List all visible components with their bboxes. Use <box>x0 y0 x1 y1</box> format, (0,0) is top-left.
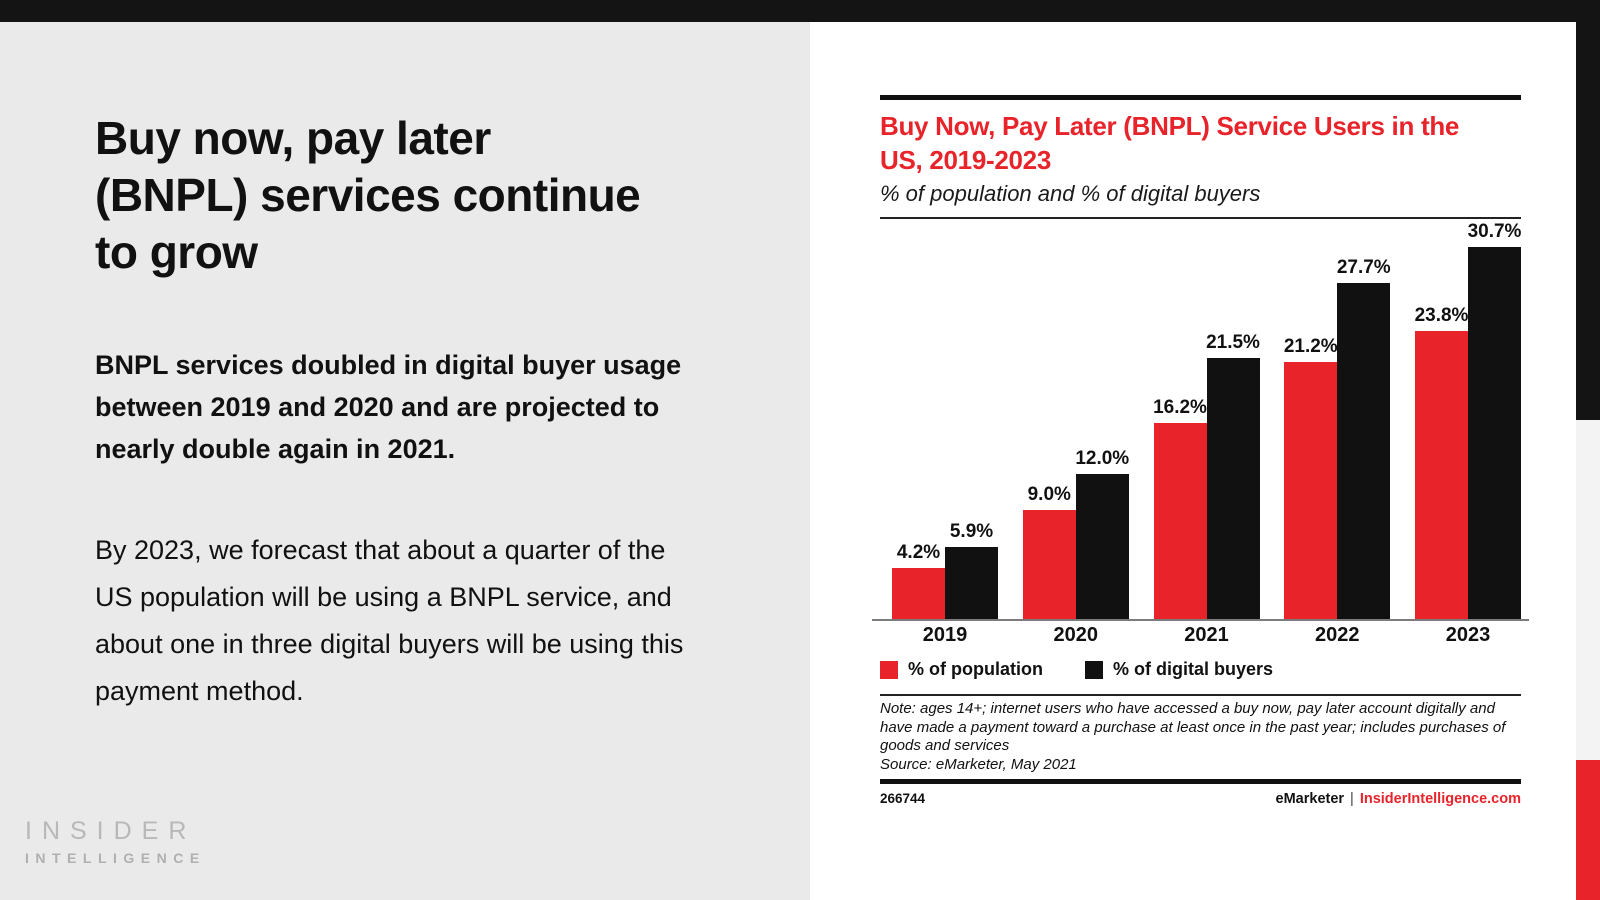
right-accent-strip <box>1576 22 1600 900</box>
legend-label: % of digital buyers <box>1112 659 1274 679</box>
strip-gray-segment <box>1576 420 1600 760</box>
chart-title-line-1: Buy Now, Pay Later (BNPL) Service Users … <box>880 111 1460 141</box>
chart-footer: 266744 eMarketer | InsiderIntelligence.com <box>880 791 1521 807</box>
bar-value-label: 27.7% <box>1336 257 1391 278</box>
bar-chart-plot: 4.2% 5.9% 9.0% 12.0% 16.2% 21.5% 21.2% 27.7% 23.… <box>880 219 1521 619</box>
chart-note: Note: ages 14+; internet users who have … <box>880 700 1506 754</box>
bar-2022: 21.2% <box>1284 336 1338 619</box>
slide-title-line-2: (BNPL) services continue <box>95 169 641 222</box>
slide-paragraph-bold: BNPL services doubled in digital buyer u… <box>95 350 682 464</box>
bar-value-label: 21.2% <box>1283 336 1338 357</box>
bar-2019: 4.2% <box>892 542 945 619</box>
bar-2020: 12.0% <box>1075 448 1129 619</box>
bar-group-2019: 4.2% 5.9% <box>892 521 998 619</box>
emarketer-chart: Buy Now, Pay Later (BNPL) Service Users … <box>872 22 1529 807</box>
bar-value-label: 30.7% <box>1467 221 1522 242</box>
left-text-panel: Buy now, pay later (BNPL) services conti… <box>0 22 810 900</box>
bar-2023: 23.8% <box>1415 305 1468 619</box>
bar-group-2021: 16.2% 21.5% <box>1153 332 1260 619</box>
legend-item: % of digital buyers <box>1084 659 1274 680</box>
legend-swatch <box>1084 660 1103 679</box>
x-tick-label: 2021 <box>1184 624 1229 646</box>
emarketer-wordmark: eMarketer <box>1275 791 1345 807</box>
chart-top-rule <box>880 95 1521 100</box>
bar-group-2022: 21.2% 27.7% <box>1284 257 1391 619</box>
x-tick-label: 2022 <box>1315 624 1360 646</box>
chart-legend: % of population % of digital buyers <box>880 659 1521 680</box>
bar-2021: 21.5% <box>1206 332 1260 619</box>
bar-value-label: 9.0% <box>1027 484 1071 505</box>
bar-value-label: 23.8% <box>1414 305 1469 326</box>
bar-2019: 5.9% <box>945 521 998 619</box>
bar-2021: 16.2% <box>1153 397 1207 619</box>
slide-title-line-3: to grow <box>95 226 258 279</box>
chart-header-divider <box>880 217 1521 219</box>
legend-label: % of population <box>908 659 1043 679</box>
bar-2022: 27.7% <box>1337 257 1391 619</box>
legend-item: % of population <box>880 659 1043 680</box>
x-axis-baseline <box>872 619 1529 621</box>
top-black-bar <box>0 0 1600 22</box>
footer-branding: eMarketer | InsiderIntelligence.com <box>1276 791 1521 807</box>
insider-intelligence-logo: INSIDER INTELLIGENCE <box>25 817 206 866</box>
chart-panel: Buy Now, Pay Later (BNPL) Service Users … <box>810 22 1576 900</box>
x-tick-label: 2023 <box>1445 624 1491 646</box>
chart-subtitle: % of population and % of digital buyers <box>880 181 1261 206</box>
legend-swatch <box>880 660 898 679</box>
bar-group-2023: 23.8% 30.7% <box>1415 221 1521 619</box>
chart-source: Source: eMarketer, May 2021 <box>880 755 1077 773</box>
bar-2023: 30.7% <box>1468 221 1521 619</box>
footer-separator: | <box>1350 791 1354 807</box>
slide-title-line-1: Buy now, pay later <box>95 112 491 164</box>
bar-value-label: 12.0% <box>1075 448 1130 469</box>
chart-bottom-rule <box>880 779 1521 784</box>
logo-line-intelligence: INTELLIGENCE <box>25 850 206 866</box>
insider-intelligence-link[interactable]: InsiderIntelligence.com <box>1359 791 1521 807</box>
bar-group-2020: 9.0% 12.0% <box>1022 448 1129 619</box>
bar-2020: 9.0% <box>1022 484 1076 619</box>
slide-title: Buy now, pay later (BNPL) services conti… <box>95 110 755 281</box>
note-divider <box>880 694 1521 696</box>
x-axis-labels: 2019 2020 2021 2022 2023 <box>880 624 1521 647</box>
chart-title: Buy Now, Pay Later (BNPL) Service Users … <box>880 109 1521 177</box>
bar-value-label: 5.9% <box>949 521 994 542</box>
bar-value-label: 4.2% <box>896 542 941 563</box>
bar-value-label: 16.2% <box>1153 397 1207 418</box>
chart-id-number: 266744 <box>880 791 926 806</box>
logo-line-insider: INSIDER <box>25 817 197 845</box>
slide-paragraph-regular: By 2023, we forecast that about a quarte… <box>95 535 684 706</box>
x-tick-label: 2019 <box>922 624 968 646</box>
strip-black-segment <box>1576 22 1600 420</box>
chart-title-line-2: US, 2019-2023 <box>880 145 1052 175</box>
x-tick-label: 2020 <box>1053 624 1099 646</box>
strip-red-segment <box>1576 760 1600 900</box>
bar-value-label: 21.5% <box>1206 332 1260 353</box>
